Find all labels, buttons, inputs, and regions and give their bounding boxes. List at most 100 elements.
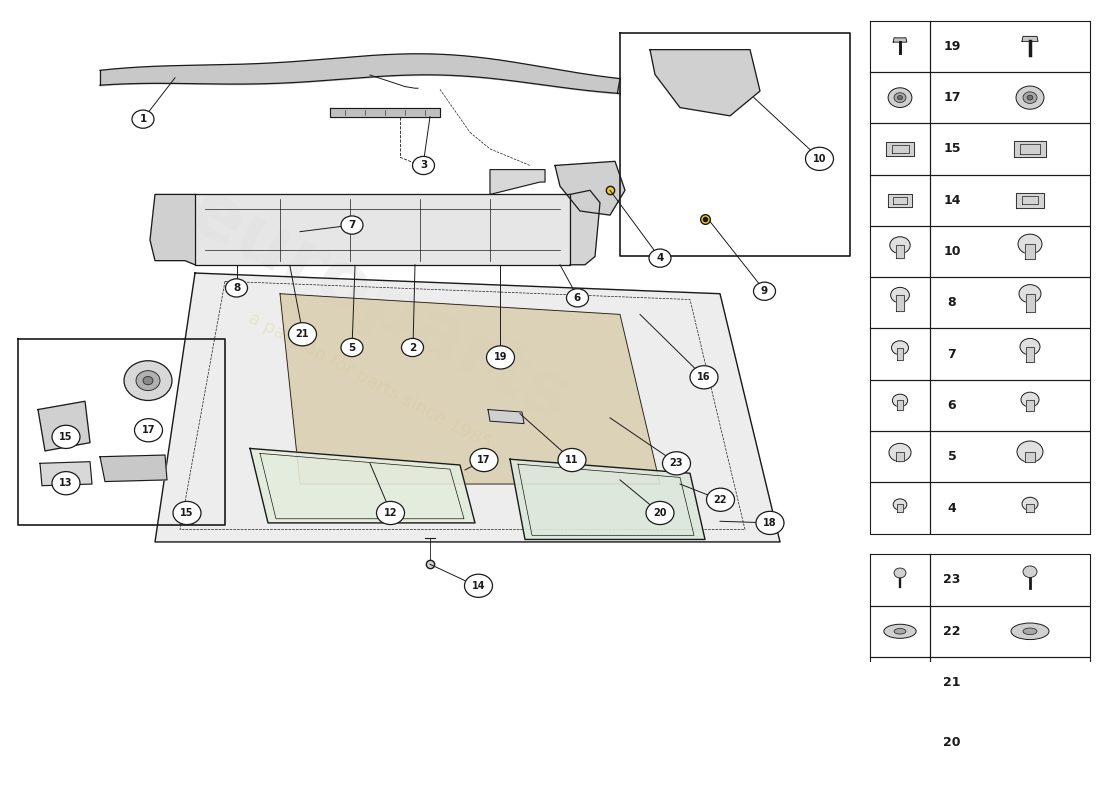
Circle shape: [52, 472, 80, 494]
Polygon shape: [895, 245, 904, 258]
Circle shape: [754, 282, 776, 300]
Polygon shape: [195, 194, 570, 265]
Text: 17: 17: [477, 455, 491, 465]
Polygon shape: [250, 449, 475, 523]
Circle shape: [891, 287, 910, 303]
Circle shape: [464, 574, 493, 598]
Text: 14: 14: [944, 194, 960, 206]
Circle shape: [706, 488, 735, 511]
Circle shape: [890, 237, 910, 254]
Text: a passion for parts since 1985: a passion for parts since 1985: [245, 309, 495, 453]
Circle shape: [1023, 92, 1037, 103]
Circle shape: [805, 147, 834, 170]
Text: 15: 15: [180, 508, 194, 518]
Polygon shape: [1025, 452, 1035, 462]
Text: 827 03: 827 03: [996, 790, 1069, 800]
Polygon shape: [1022, 37, 1038, 42]
Polygon shape: [1016, 193, 1044, 208]
Circle shape: [1020, 338, 1040, 355]
Text: europarts: europarts: [176, 174, 584, 438]
Text: 14: 14: [472, 581, 485, 590]
Polygon shape: [488, 410, 524, 424]
Ellipse shape: [1023, 628, 1037, 634]
Circle shape: [341, 216, 363, 234]
Polygon shape: [887, 142, 914, 156]
Circle shape: [892, 394, 907, 407]
Text: 6: 6: [948, 399, 956, 412]
Ellipse shape: [884, 624, 916, 638]
Polygon shape: [895, 453, 904, 461]
Text: 22: 22: [944, 625, 960, 638]
Text: 17: 17: [142, 426, 155, 435]
Circle shape: [1018, 441, 1043, 462]
Text: 19: 19: [944, 40, 960, 53]
Text: 7: 7: [349, 220, 355, 230]
Polygon shape: [39, 402, 90, 451]
Text: 2: 2: [409, 342, 416, 353]
Circle shape: [1023, 566, 1037, 578]
Polygon shape: [893, 38, 906, 42]
Circle shape: [52, 426, 80, 449]
Text: 5: 5: [349, 342, 355, 353]
Circle shape: [136, 370, 160, 390]
Text: 8: 8: [233, 283, 240, 293]
Polygon shape: [1026, 504, 1034, 512]
Circle shape: [558, 449, 586, 472]
Text: 15: 15: [59, 432, 73, 442]
Circle shape: [894, 568, 906, 578]
Polygon shape: [1022, 732, 1038, 738]
Text: 10: 10: [813, 154, 826, 164]
Polygon shape: [1025, 244, 1035, 259]
Text: 3: 3: [420, 161, 427, 170]
Text: 7: 7: [947, 348, 956, 361]
Text: 19: 19: [494, 353, 507, 362]
Text: 11: 11: [565, 455, 579, 465]
Polygon shape: [570, 190, 600, 265]
Circle shape: [470, 449, 498, 472]
Polygon shape: [100, 455, 167, 482]
Text: 10: 10: [944, 245, 960, 258]
Circle shape: [376, 502, 405, 525]
Polygon shape: [896, 401, 903, 410]
Text: 15: 15: [944, 142, 960, 155]
Text: 22: 22: [714, 494, 727, 505]
Circle shape: [143, 377, 153, 385]
Polygon shape: [490, 170, 544, 194]
Circle shape: [891, 341, 909, 355]
Circle shape: [1018, 234, 1042, 254]
Circle shape: [134, 418, 163, 442]
Text: 6: 6: [574, 293, 581, 303]
Ellipse shape: [895, 680, 905, 685]
Text: 4: 4: [947, 502, 956, 514]
Text: 17: 17: [944, 91, 960, 104]
Ellipse shape: [894, 629, 906, 634]
Circle shape: [889, 443, 911, 462]
Polygon shape: [893, 734, 906, 738]
Text: 21: 21: [296, 330, 309, 339]
Polygon shape: [1026, 400, 1034, 411]
Text: 4: 4: [657, 253, 663, 263]
Text: 5: 5: [947, 450, 956, 463]
Ellipse shape: [1024, 680, 1036, 686]
Text: 12: 12: [384, 508, 397, 518]
Circle shape: [649, 249, 671, 267]
Polygon shape: [510, 459, 705, 539]
Circle shape: [288, 322, 317, 346]
Text: 18: 18: [763, 518, 777, 528]
Text: 1: 1: [140, 114, 146, 124]
Circle shape: [894, 93, 906, 102]
Text: 13: 13: [59, 478, 73, 488]
Circle shape: [402, 338, 424, 357]
Polygon shape: [556, 162, 625, 215]
Text: 23: 23: [670, 458, 683, 468]
Circle shape: [486, 346, 515, 369]
Circle shape: [341, 338, 363, 357]
Circle shape: [893, 499, 906, 510]
Circle shape: [1022, 498, 1038, 510]
Ellipse shape: [887, 676, 914, 689]
Polygon shape: [330, 108, 440, 117]
Polygon shape: [150, 194, 195, 265]
FancyBboxPatch shape: [942, 776, 1100, 800]
Polygon shape: [896, 295, 904, 310]
Text: 16: 16: [697, 372, 711, 382]
